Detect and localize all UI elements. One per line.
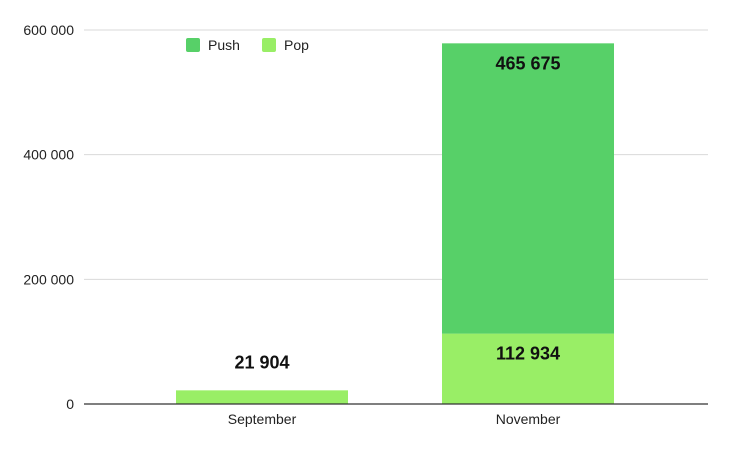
y-tick-label: 400 000 <box>23 147 74 163</box>
gridlines <box>84 29 708 280</box>
x-tick-label: September <box>228 411 297 427</box>
bar-pop-november <box>442 333 614 404</box>
legend-swatch-push <box>186 38 200 52</box>
x-axis-tick-labels: September November <box>228 411 561 427</box>
y-tick-label: 600 000 <box>23 22 74 38</box>
bars <box>176 43 614 404</box>
y-tick-label: 0 <box>66 396 74 412</box>
data-label: 112 934 <box>496 344 560 364</box>
data-label: 465 675 <box>495 53 560 73</box>
data-label: 21 904 <box>234 352 289 372</box>
legend-swatch-pop <box>262 38 276 52</box>
data-labels: 21 904 112 934 465 675 <box>234 53 560 372</box>
bar-pop-september <box>176 390 348 404</box>
legend-label-pop: Pop <box>284 37 309 53</box>
legend-label-push: Push <box>208 37 240 53</box>
y-axis-tick-labels: 0 200 000 400 000 600 000 <box>23 22 74 412</box>
x-tick-label: November <box>496 411 561 427</box>
legend: Push Pop <box>186 37 309 53</box>
bar-push-november <box>442 43 614 334</box>
y-tick-label: 200 000 <box>23 271 74 287</box>
